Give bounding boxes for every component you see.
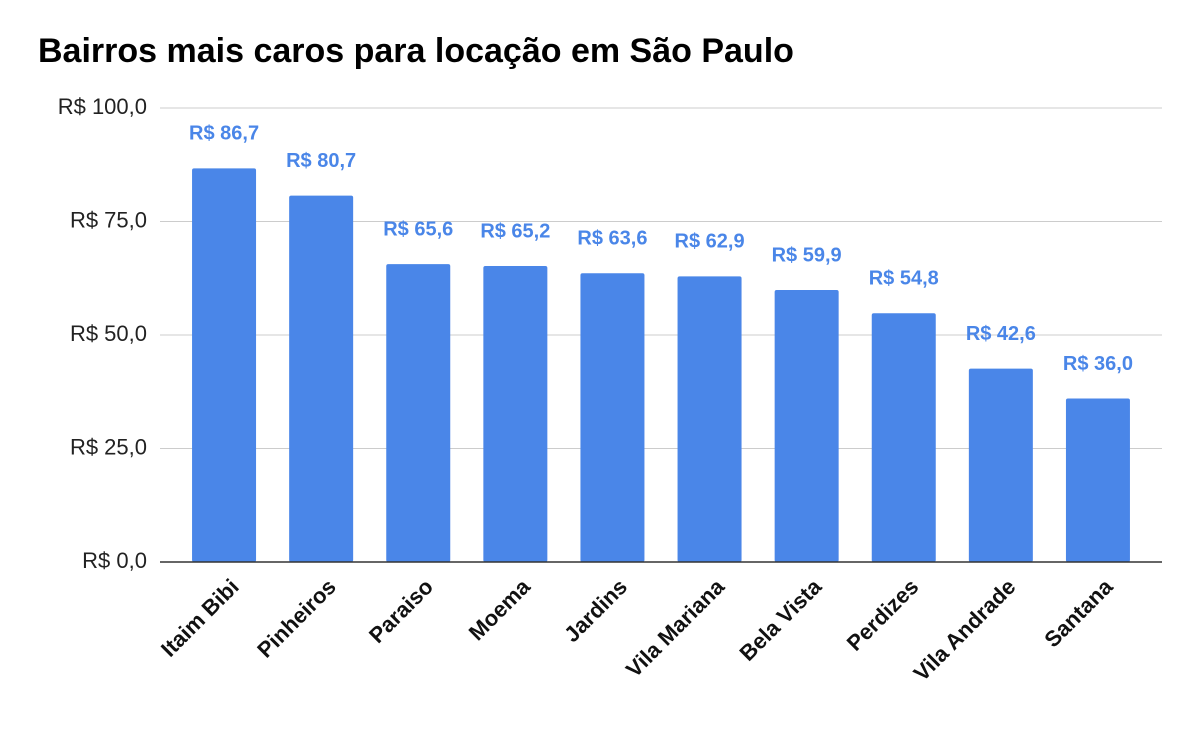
- y-tick-label: R$ 0,0: [82, 548, 147, 573]
- bar: [289, 195, 354, 562]
- bar: [386, 264, 451, 562]
- value-label: R$ 63,6: [577, 228, 647, 250]
- bar: [192, 168, 257, 562]
- value-label: R$ 65,6: [383, 218, 453, 240]
- y-tick-label: R$ 75,0: [70, 207, 147, 232]
- bar: [871, 313, 936, 562]
- y-tick-label: R$ 25,0: [70, 434, 147, 459]
- value-label: R$ 86,7: [189, 123, 259, 145]
- y-tick-label: R$ 50,0: [70, 321, 147, 346]
- bar: [483, 265, 548, 562]
- value-label: R$ 62,9: [675, 231, 745, 253]
- value-label: R$ 80,7: [286, 150, 356, 172]
- value-label: R$ 36,0: [1063, 353, 1133, 375]
- y-tick-label: R$ 100,0: [58, 94, 147, 119]
- bar: [677, 276, 742, 562]
- chart-title: Bairros mais caros para locação em São P…: [38, 32, 794, 70]
- value-label: R$ 42,6: [966, 323, 1036, 345]
- bar: [1065, 398, 1130, 562]
- value-label: R$ 54,8: [869, 267, 939, 289]
- value-label: R$ 59,9: [772, 244, 842, 266]
- bar: [774, 290, 839, 562]
- value-label: R$ 65,2: [480, 220, 550, 242]
- bar: [968, 368, 1033, 562]
- bar: [580, 273, 645, 562]
